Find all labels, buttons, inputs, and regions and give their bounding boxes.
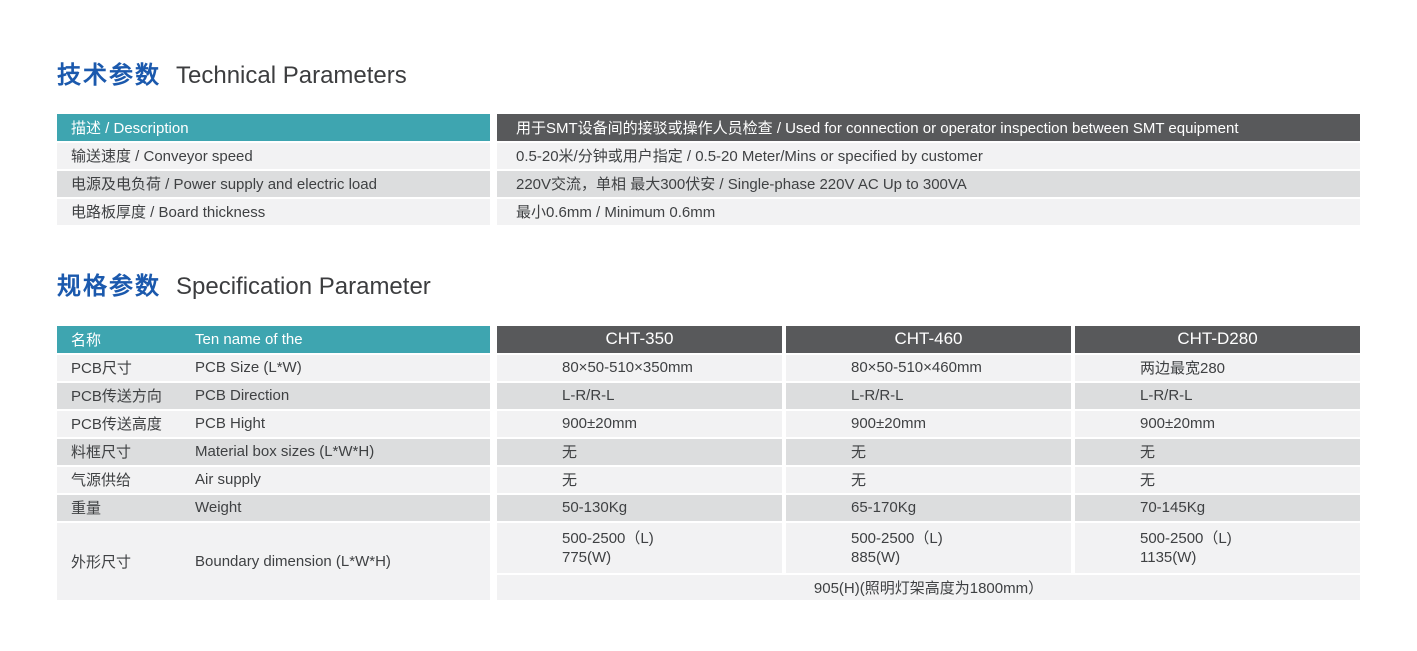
dimension-length: 500-2500（L)	[562, 529, 654, 547]
row-label-zh: PCB传送方向	[71, 388, 162, 406]
row-value: 80×50-510×460mm	[786, 354, 1071, 381]
row-value: 无	[786, 438, 1071, 465]
row-label: PCB尺寸 PCB Size (L*W)	[57, 354, 490, 381]
row-label-zh: 外形尺寸	[71, 553, 132, 571]
row-label-en: Air supply	[195, 471, 261, 489]
dimension-length: 500-2500（L)	[851, 529, 943, 547]
row-value: 0.5-20米/分钟或用户指定 / 0.5-20 Meter/Mins or s…	[497, 142, 1360, 169]
row-value: L-R/R-L	[497, 382, 782, 409]
row-label: 输送速度 / Conveyor speed	[57, 142, 490, 169]
technical-title-en: Technical Parameters	[176, 62, 407, 89]
table-row: 输送速度 / Conveyor speed 0.5-20米/分钟或用户指定 / …	[57, 142, 1360, 169]
row-label-en: Weight	[195, 499, 242, 517]
table-row: 电源及电负荷 / Power supply and electric load …	[57, 170, 1360, 197]
row-value: L-R/R-L	[1075, 382, 1360, 409]
table-row-air-supply: 气源供给 Air supply 无 无 无	[57, 466, 1360, 493]
row-label: 外形尺寸 Boundary dimension (L*W*H)	[57, 522, 490, 600]
boundary-dimension-values: 500-2500（L) 775(W) 500-2500（L) 885(W) 50…	[497, 522, 1360, 600]
row-label: 气源供给 Air supply	[57, 466, 490, 493]
row-label-en: Boundary dimension (L*W*H)	[195, 552, 391, 570]
row-value: 900±20mm	[786, 410, 1071, 437]
row-value: 两边最宽280	[1075, 354, 1360, 381]
row-value: 70-145Kg	[1075, 494, 1360, 521]
row-value: 无	[786, 466, 1071, 493]
dimension-height-merged-cell: 905(H)(照明灯架高度为1800mm）	[497, 574, 1360, 600]
row-value: 80×50-510×350mm	[497, 354, 782, 381]
table-row-pcb-direction: PCB传送方向 PCB Direction L-R/R-L L-R/R-L L-…	[57, 382, 1360, 409]
row-label: 电源及电负荷 / Power supply and electric load	[57, 170, 490, 197]
row-label-zh: 料框尺寸	[71, 444, 132, 462]
technical-title-zh: 技术参数	[57, 62, 161, 89]
row-value: 220V交流，单相 最大300伏安 / Single-phase 220V AC…	[497, 170, 1360, 197]
table-row-pcb-size: PCB尺寸 PCB Size (L*W) 80×50-510×350mm 80×…	[57, 354, 1360, 381]
row-label: 电路板厚度 / Board thickness	[57, 198, 490, 225]
model-header-cht-d280: CHT-D280	[1075, 325, 1360, 353]
row-value: 无	[1075, 466, 1360, 493]
name-header-en: Ten name of the	[195, 330, 303, 348]
row-value: 500-2500（L) 1135(W)	[1075, 522, 1360, 573]
row-label-zh: PCB尺寸	[71, 360, 132, 378]
specification-title-en: Specification Parameter	[176, 272, 431, 300]
row-value: 最小0.6mm / Minimum 0.6mm	[497, 198, 1360, 225]
dimension-width: 1135(W)	[1140, 548, 1197, 566]
boundary-dimension-subrow: 500-2500（L) 775(W) 500-2500（L) 885(W) 50…	[497, 522, 1360, 573]
row-value: 65-170Kg	[786, 494, 1071, 521]
row-label-en: PCB Hight	[195, 415, 266, 433]
table-row-material-box: 料框尺寸 Material box sizes (L*W*H) 无 无 无	[57, 438, 1360, 465]
description-header-cell: 描述 / Description	[57, 113, 490, 141]
row-label-zh: 重量	[71, 500, 102, 518]
row-value: 无	[1075, 438, 1360, 465]
name-header-cell: 名称 Ten name of the	[57, 325, 490, 353]
table-row: 电路板厚度 / Board thickness 最小0.6mm / Minimu…	[57, 198, 1360, 225]
row-value: 50-130Kg	[497, 494, 782, 521]
technical-parameters-table: 描述 / Description 用于SMT设备间的接驳或操作人员检查 / Us…	[57, 113, 1360, 225]
dimension-width: 775(W)	[562, 548, 612, 566]
model-header-cht-350: CHT-350	[497, 325, 782, 353]
specification-title-zh: 规格参数	[57, 272, 161, 300]
table-row-weight: 重量 Weight 50-130Kg 65-170Kg 70-145Kg	[57, 494, 1360, 521]
row-label-zh: 气源供给	[71, 472, 132, 490]
table-row-boundary-dimension: 外形尺寸 Boundary dimension (L*W*H) 500-2500…	[57, 522, 1360, 600]
model-header-cht-460: CHT-460	[786, 325, 1071, 353]
dimension-width: 885(W)	[851, 548, 901, 566]
row-value: 500-2500（L) 775(W)	[497, 522, 782, 573]
row-label-en: PCB Direction	[195, 387, 290, 405]
description-value-cell: 用于SMT设备间的接驳或操作人员检查 / Used for connection…	[497, 113, 1360, 141]
row-value: 500-2500（L) 885(W)	[786, 522, 1071, 573]
specification-section-title: 规格参数 Specification Parameter	[57, 227, 1360, 302]
row-value: 900±20mm	[497, 410, 782, 437]
row-value: 无	[497, 438, 782, 465]
technical-section-title: 技术参数 Technical Parameters	[57, 0, 1360, 91]
row-label-en: PCB Size (L*W)	[195, 359, 302, 377]
row-label: 重量 Weight	[57, 494, 490, 521]
spec-sheet-page: 技术参数 Technical Parameters 描述 / Descripti…	[57, 0, 1360, 600]
row-value: L-R/R-L	[786, 382, 1071, 409]
row-label: PCB传送方向 PCB Direction	[57, 382, 490, 409]
table-header-row: 名称 Ten name of the CHT-350 CHT-460 CHT-D…	[57, 325, 1360, 353]
row-label: PCB传送高度 PCB Hight	[57, 410, 490, 437]
row-label: 料框尺寸 Material box sizes (L*W*H)	[57, 438, 490, 465]
row-value: 无	[497, 466, 782, 493]
table-header-row: 描述 / Description 用于SMT设备间的接驳或操作人员检查 / Us…	[57, 113, 1360, 141]
specification-parameter-table: 名称 Ten name of the CHT-350 CHT-460 CHT-D…	[57, 325, 1360, 600]
dimension-length: 500-2500（L)	[1140, 529, 1232, 547]
row-label-zh: PCB传送高度	[71, 416, 162, 434]
row-value: 900±20mm	[1075, 410, 1360, 437]
name-header-zh: 名称	[71, 331, 102, 349]
row-label-en: Material box sizes (L*W*H)	[195, 443, 375, 461]
table-row-pcb-height: PCB传送高度 PCB Hight 900±20mm 900±20mm 900±…	[57, 410, 1360, 437]
